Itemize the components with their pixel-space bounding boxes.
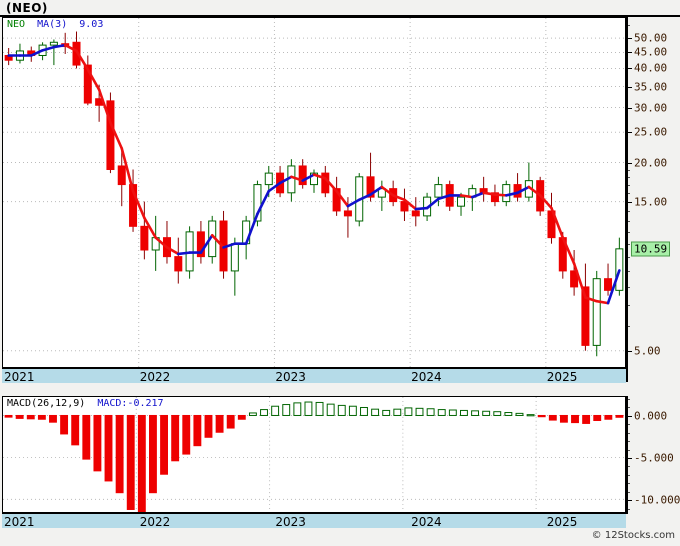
price-axis-tick	[626, 201, 632, 203]
current-price-label: 10.59	[631, 241, 671, 257]
year-tick-label: 2023	[275, 515, 306, 529]
price-axis-minor-tick	[626, 192, 630, 194]
legend-ma-label: MA(3)	[37, 19, 68, 30]
price-axis-minor-tick	[626, 326, 630, 327]
price-chart-panel[interactable]: NEO MA(3) 9.03	[2, 17, 626, 382]
macd-axis-minor-tick	[626, 424, 630, 426]
price-axis-label: 50.00	[634, 31, 668, 45]
price-axis-tick	[626, 38, 632, 40]
macd-axis-minor-tick	[626, 432, 630, 434]
price-axis-tick	[626, 86, 632, 88]
price-candlestick-plot	[3, 18, 625, 381]
macd-axis-spine	[626, 396, 628, 514]
macd-axis-minor-tick	[626, 441, 630, 442]
price-axis-label: 40.00	[634, 61, 668, 75]
year-tick-label: 2025	[546, 515, 578, 529]
price-axis-minor-tick	[626, 270, 630, 272]
price-axis-label: 35.00	[634, 80, 668, 94]
legend-ma-value: 9.03	[79, 19, 104, 30]
macd-axis-tick	[626, 500, 632, 502]
year-tick-label: 2024	[411, 515, 442, 529]
price-axis-minor-tick	[626, 286, 630, 288]
price-axis-label: 5.00	[634, 344, 661, 358]
price-axis-label: 45.00	[634, 45, 668, 59]
price-axis-minor-tick	[626, 231, 630, 233]
price-axis-label: 20.00	[634, 156, 668, 169]
macd-legend-name: MACD(26,12,9)	[7, 398, 86, 409]
legend-symbol: NEO	[7, 19, 26, 30]
year-tick-label: 2024	[411, 370, 442, 384]
price-axis-minor-tick	[626, 305, 630, 306]
macd-x-axis-years: 2021 2022 2023 2024 2025	[2, 512, 626, 529]
price-axis-tick	[626, 132, 632, 134]
copyright-notice: © 12Stocks.com	[591, 530, 675, 541]
price-axis-tick	[626, 52, 632, 54]
price-axis-minor-tick	[626, 176, 630, 178]
price-axis-tick	[626, 162, 632, 164]
price-axis-tick	[626, 350, 632, 352]
price-axis-tick	[626, 68, 632, 70]
macd-axis-label: 0.000	[634, 409, 668, 423]
macd-axis-tick	[626, 415, 632, 417]
macd-axis-minor-tick	[626, 508, 630, 510]
macd-axis-minor-tick	[626, 407, 630, 409]
macd-axis-minor-tick	[626, 466, 630, 468]
year-tick-label: 2021	[4, 515, 35, 529]
page-title: (NEO)	[6, 1, 48, 15]
macd-axis-minor-tick	[626, 474, 630, 476]
macd-axis-label: -5.000	[634, 451, 674, 465]
macd-axis-tick	[626, 458, 632, 459]
year-tick-label: 2022	[139, 370, 171, 384]
price-y-axis: 50.00 45.00 40.00 35.00 30.00 25.00 20.00 15.00…	[626, 17, 680, 382]
macd-y-axis: 0.000 -5.000 -10.000	[626, 396, 680, 528]
macd-axis-minor-tick	[626, 449, 630, 451]
price-axis-minor-tick	[626, 256, 630, 258]
macd-axis-minor-tick	[626, 491, 630, 493]
macd-histogram-plot	[3, 397, 625, 512]
price-axis-minor-tick	[626, 210, 630, 212]
price-axis-label: 15.00	[634, 195, 668, 209]
price-axis-minor-tick	[626, 221, 630, 222]
price-axis-tick	[626, 107, 632, 109]
footer: © 12Stocks.com	[0, 529, 680, 546]
title-divider	[0, 15, 680, 17]
macd-axis-label: -10.000	[634, 493, 680, 507]
window-titlebar: (NEO)	[0, 0, 680, 16]
macd-chart-panel[interactable]: MACD(26,12,9) MACD:-0.217	[2, 396, 626, 512]
macd-axis-minor-tick	[626, 398, 630, 400]
price-axis-minor-tick	[626, 184, 630, 186]
price-axis-minor-tick	[626, 169, 630, 171]
macd-legend: MACD(26,12,9) MACD:-0.217	[7, 398, 164, 410]
price-x-axis-years: 2021 2022 2023 2024 2025	[2, 367, 626, 384]
year-tick-label: 2025	[546, 370, 578, 384]
macd-axis-minor-tick	[626, 483, 630, 485]
year-tick-label: 2022	[139, 515, 171, 529]
price-axis-spine	[626, 17, 628, 382]
year-tick-label: 2021	[4, 370, 35, 384]
price-axis-minor-tick	[626, 25, 630, 27]
price-axis-label: 30.00	[634, 101, 668, 114]
macd-legend-value: MACD:-0.217	[97, 398, 164, 409]
price-axis-minor-tick	[626, 243, 630, 245]
year-tick-label: 2023	[275, 370, 306, 384]
price-axis-label: 25.00	[634, 125, 668, 139]
price-legend: NEO MA(3) 9.03	[7, 19, 103, 31]
